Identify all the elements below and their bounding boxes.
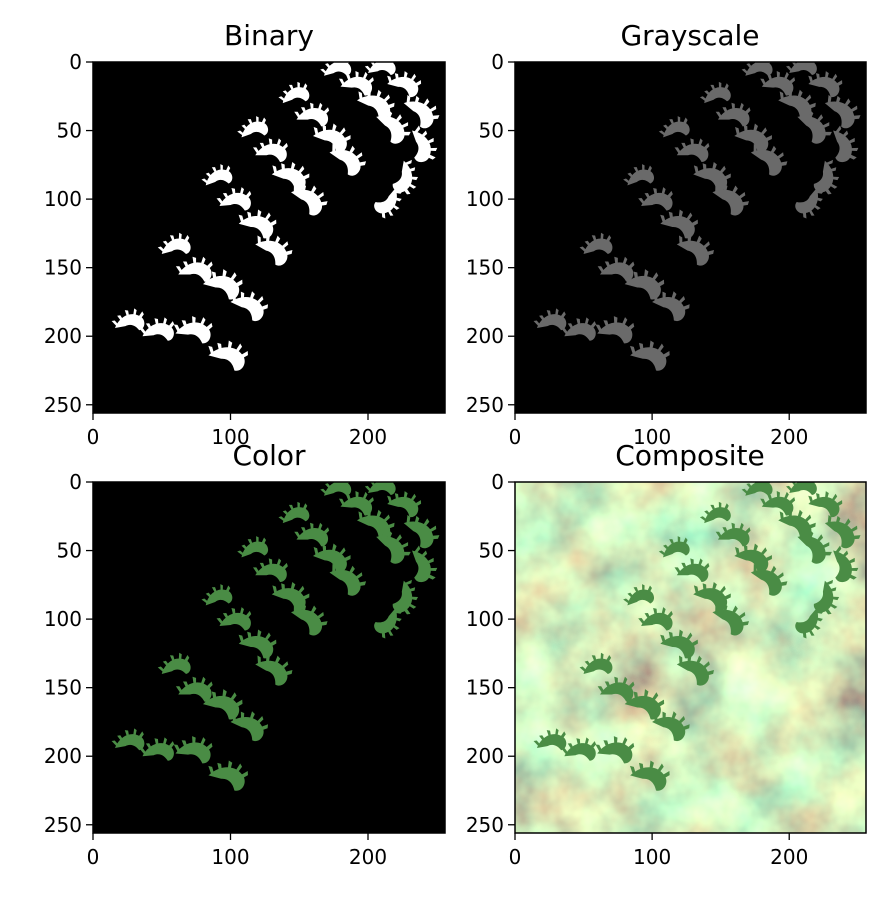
panel-grayscale: Grayscale 0 50 100 150 200 250 0 100 200 [466, 19, 867, 449]
y-tick-label-color-200: 200 [44, 744, 82, 768]
y-tick-label-color-100: 100 [44, 607, 82, 631]
panel-title-binary: Binary [224, 19, 314, 52]
y-tick-label-grayscale-150: 150 [466, 256, 504, 280]
x-tick-label-grayscale-100: 100 [633, 425, 671, 449]
axes-frame-composite [514, 481, 867, 834]
x-tick-label-color-0: 0 [87, 845, 100, 869]
y-tick-label-binary-0: 0 [69, 50, 82, 74]
y-tick-label-color-0: 0 [69, 470, 82, 494]
y-tick-label-composite-50: 50 [479, 539, 504, 563]
y-tick-label-binary-150: 150 [44, 256, 82, 280]
y-tick-label-color-150: 150 [44, 676, 82, 700]
x-tick-label-grayscale-200: 200 [770, 425, 808, 449]
y-tick-label-binary-100: 100 [44, 187, 82, 211]
panel-title-composite: Composite [615, 439, 764, 472]
y-tick-label-color-250: 250 [44, 813, 82, 837]
y-tick-label-composite-150: 150 [466, 676, 504, 700]
y-tick-label-grayscale-0: 0 [491, 50, 504, 74]
y-tick-label-composite-200: 200 [466, 744, 504, 768]
x-tick-label-grayscale-0: 0 [509, 425, 522, 449]
x-tick-label-composite-200: 200 [770, 845, 808, 869]
axes-frame-grayscale [514, 61, 867, 414]
y-tick-label-color-50: 50 [57, 539, 82, 563]
x-tick-label-color-100: 100 [211, 845, 249, 869]
panel-title-grayscale: Grayscale [620, 19, 759, 52]
x-tick-label-composite-100: 100 [633, 845, 671, 869]
x-tick-label-binary-100: 100 [211, 425, 249, 449]
x-tick-label-binary-0: 0 [87, 425, 100, 449]
y-tick-label-binary-50: 50 [57, 119, 82, 143]
x-tick-label-color-200: 200 [349, 845, 387, 869]
x-tick-label-composite-0: 0 [509, 845, 522, 869]
panel-color: 0 50 100 150 200 250 0 100 200 [44, 470, 446, 869]
x-tick-label-binary-200: 200 [349, 425, 387, 449]
y-tick-label-binary-200: 200 [44, 324, 82, 348]
axes-frame-color [92, 481, 446, 834]
y-tick-label-composite-0: 0 [491, 470, 504, 494]
y-tick-label-composite-250: 250 [466, 813, 504, 837]
panel-title-color: Color [232, 439, 306, 472]
panel-composite: 0 50 100 150 200 250 0 100 200 [466, 470, 867, 869]
y-tick-label-grayscale-200: 200 [466, 324, 504, 348]
y-tick-label-grayscale-100: 100 [466, 187, 504, 211]
y-tick-label-composite-100: 100 [466, 607, 504, 631]
y-tick-label-binary-250: 250 [44, 393, 82, 417]
axes-frame-binary [92, 61, 446, 414]
y-tick-label-grayscale-250: 250 [466, 393, 504, 417]
y-tick-label-grayscale-50: 50 [479, 119, 504, 143]
panel-binary: Binary 0 50 100 150 200 250 0 100 200 [44, 19, 446, 449]
